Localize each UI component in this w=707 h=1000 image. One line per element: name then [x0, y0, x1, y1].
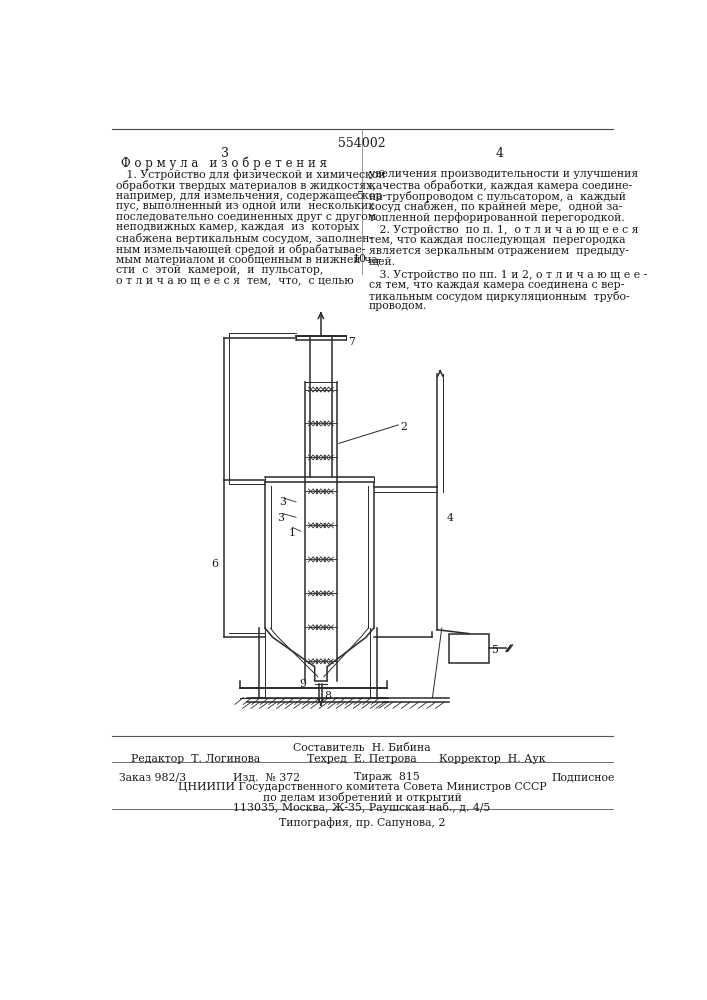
Text: тем, что каждая последующая  перегородка: тем, что каждая последующая перегородка — [369, 235, 626, 245]
Bar — [449, 634, 489, 663]
Text: последовательно соединенных друг с другом: последовательно соединенных друг с друго… — [115, 212, 375, 222]
Text: 3. Устройство по пп. 1 и 2, о т л и ч а ю щ е е -: 3. Устройство по пп. 1 и 2, о т л и ч а … — [369, 270, 647, 280]
Text: на трубопроводом с пульсатором, а  каждый: на трубопроводом с пульсатором, а каждый — [369, 191, 626, 202]
Text: Тираж  815: Тираж 815 — [354, 772, 420, 782]
Text: пус, выполненный из одной или  нескольких: пус, выполненный из одной или нескольких — [115, 201, 374, 211]
Text: проводом.: проводом. — [369, 301, 427, 311]
Text: обработки твердых материалов в жидкостях,: обработки твердых материалов в жидкостях… — [115, 180, 375, 191]
Text: ным измельчающей средой и обрабатывае-: ным измельчающей средой и обрабатывае- — [115, 244, 365, 255]
Text: снабжена вертикальным сосудом, заполнен-: снабжена вертикальным сосудом, заполнен- — [115, 233, 373, 244]
Text: 1. Устройство для физической и химической: 1. Устройство для физической и химическо… — [115, 169, 385, 180]
Text: по делам изобретений и открытий: по делам изобретений и открытий — [262, 792, 462, 803]
Text: 3: 3 — [277, 513, 284, 523]
Text: тикальным сосудом циркуляционным  трубо-: тикальным сосудом циркуляционным трубо- — [369, 291, 629, 302]
Text: 2. Устройство  по п. 1,  о т л и ч а ю щ е е с я: 2. Устройство по п. 1, о т л и ч а ю щ е… — [369, 225, 638, 235]
Text: 8: 8 — [324, 691, 331, 701]
Text: например, для измельчения, содержащее кор-: например, для измельчения, содержащее ко… — [115, 191, 385, 201]
Text: щей.: щей. — [369, 257, 396, 267]
Text: 2: 2 — [400, 422, 407, 432]
Text: увеличения производительности и улучшения: увеличения производительности и улучшени… — [369, 169, 638, 179]
Text: Типография, пр. Сапунова, 2: Типография, пр. Сапунова, 2 — [279, 817, 445, 828]
Text: 3: 3 — [221, 147, 229, 160]
Text: Подписное: Подписное — [551, 772, 614, 782]
Text: 6: 6 — [211, 559, 218, 569]
Text: Изд.  № 372: Изд. № 372 — [233, 772, 300, 782]
Text: Корректор  Н. Аук: Корректор Н. Аук — [439, 754, 546, 764]
Text: качества обработки, каждая камера соедине-: качества обработки, каждая камера соедин… — [369, 180, 632, 191]
Text: ся тем, что каждая камера соединена с вер-: ся тем, что каждая камера соединена с ве… — [369, 280, 624, 290]
Text: ЦНИИПИ Государственного комитета Совета Министров СССР: ЦНИИПИ Государственного комитета Совета … — [177, 782, 547, 792]
Text: 7: 7 — [348, 337, 355, 347]
Text: 1: 1 — [288, 528, 296, 538]
Text: Заказ 982/3: Заказ 982/3 — [119, 772, 187, 782]
Text: 3: 3 — [279, 497, 286, 507]
Text: Техред  Е. Петрова: Техред Е. Петрова — [307, 754, 416, 764]
Text: мым материалом и сообщенным в нижней ча-: мым материалом и сообщенным в нижней ча- — [115, 254, 381, 265]
Text: сти  с  этой  камерой,  и  пульсатор,: сти с этой камерой, и пульсатор, — [115, 265, 323, 275]
Text: Редактор  Т. Логинова: Редактор Т. Логинова — [131, 754, 260, 764]
Text: топленной перфорированной перегородкой.: топленной перфорированной перегородкой. — [369, 212, 625, 223]
Text: 554002: 554002 — [338, 137, 386, 150]
Text: является зеркальным отражением  предыду-: является зеркальным отражением предыду- — [369, 246, 629, 256]
Text: сосуд снабжен, по крайней мере,  одной за-: сосуд снабжен, по крайней мере, одной за… — [369, 201, 622, 212]
Text: неподвижных камер, каждая  из  которых: неподвижных камер, каждая из которых — [115, 222, 358, 232]
Text: 113035, Москва, Ж-35, Раушская наб., д. 4/5: 113035, Москва, Ж-35, Раушская наб., д. … — [233, 802, 491, 813]
Text: 4: 4 — [446, 513, 453, 523]
Text: Ф о р м у л а   и з о б р е т е н и я: Ф о р м у л а и з о б р е т е н и я — [121, 157, 327, 170]
Text: 9: 9 — [299, 679, 306, 689]
Text: Составитель  Н. Бибина: Составитель Н. Бибина — [293, 743, 431, 753]
Text: 5: 5 — [491, 645, 498, 655]
Text: 5: 5 — [356, 191, 363, 201]
Text: о т л и ч а ю щ е е с я  тем,  что,  с целью: о т л и ч а ю щ е е с я тем, что, с цель… — [115, 276, 354, 286]
Text: 10: 10 — [353, 254, 367, 264]
Text: 4: 4 — [495, 147, 503, 160]
